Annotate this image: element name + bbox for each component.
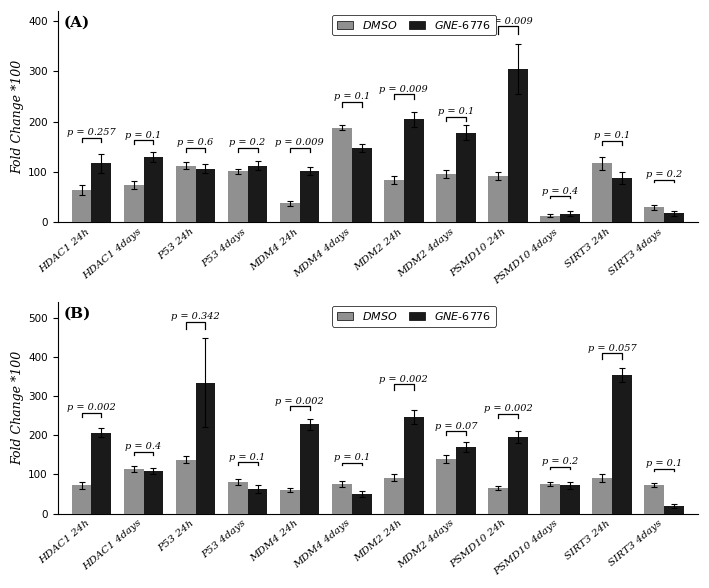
Text: p = 0.1: p = 0.1	[594, 131, 630, 141]
Bar	[540, 484, 560, 513]
Bar	[91, 433, 111, 513]
Bar	[592, 479, 612, 513]
Bar	[488, 176, 508, 222]
Text: p = 0.002: p = 0.002	[275, 396, 324, 406]
Bar	[404, 119, 423, 222]
Text: p = 0.4: p = 0.4	[125, 442, 162, 452]
Text: p = 0.009: p = 0.009	[484, 16, 532, 26]
Bar	[436, 459, 456, 513]
Bar	[560, 485, 580, 513]
Text: p = 0.009: p = 0.009	[275, 138, 324, 148]
Bar	[228, 171, 247, 222]
Text: p = 0.4: p = 0.4	[542, 186, 578, 196]
Text: p = 0.6: p = 0.6	[177, 138, 213, 148]
Bar	[91, 163, 111, 222]
Bar	[72, 190, 91, 222]
Text: p = 0.2: p = 0.2	[542, 457, 578, 466]
Text: p = 0.009: p = 0.009	[379, 85, 428, 93]
Bar	[332, 128, 352, 222]
Text: (A): (A)	[64, 15, 90, 29]
Text: p = 0.1: p = 0.1	[437, 107, 474, 116]
Bar	[247, 489, 267, 513]
Bar	[612, 375, 632, 513]
Bar	[664, 213, 684, 222]
Legend: $\it{DMSO}$, $\it{GNE}$-$\it{6776}$: $\it{DMSO}$, $\it{GNE}$-$\it{6776}$	[332, 306, 496, 327]
Text: p = 0.2: p = 0.2	[646, 170, 682, 179]
Text: p = 0.07: p = 0.07	[435, 422, 477, 431]
Bar	[540, 216, 560, 222]
Bar	[644, 485, 664, 513]
Bar	[508, 69, 527, 222]
Bar	[196, 383, 216, 513]
Text: p = 0.257: p = 0.257	[67, 128, 116, 138]
Text: p = 0.342: p = 0.342	[171, 312, 220, 322]
Text: p = 0.1: p = 0.1	[334, 92, 370, 101]
Bar	[592, 163, 612, 222]
Bar	[72, 485, 91, 513]
Legend: $\it{DMSO}$, $\it{GNE}$-$\it{6776}$: $\it{DMSO}$, $\it{GNE}$-$\it{6776}$	[332, 15, 496, 35]
Y-axis label: Fold Change *100: Fold Change *100	[11, 351, 24, 465]
Text: p = 0.2: p = 0.2	[230, 138, 266, 148]
Bar	[384, 477, 404, 513]
Bar	[488, 488, 508, 513]
Text: (B): (B)	[64, 306, 91, 320]
Text: p = 0.1: p = 0.1	[646, 459, 682, 468]
Bar	[124, 469, 143, 513]
Bar	[456, 447, 476, 513]
Bar	[384, 179, 404, 222]
Bar	[196, 169, 216, 222]
Text: p = 0.1: p = 0.1	[230, 453, 266, 462]
Bar	[124, 185, 143, 222]
Bar	[228, 482, 247, 513]
Text: p = 0.002: p = 0.002	[67, 403, 116, 412]
Bar	[404, 416, 423, 513]
Bar	[300, 171, 320, 222]
Bar	[332, 484, 352, 513]
Bar	[143, 472, 163, 513]
Text: p = 0.1: p = 0.1	[125, 131, 162, 140]
Bar	[612, 178, 632, 222]
Text: p = 0.002: p = 0.002	[484, 405, 532, 413]
Bar	[664, 506, 684, 513]
Bar	[644, 207, 664, 222]
Bar	[143, 157, 163, 222]
Bar	[508, 437, 527, 513]
Bar	[560, 214, 580, 222]
Bar	[300, 425, 320, 513]
Text: p = 0.057: p = 0.057	[588, 344, 637, 353]
Bar	[456, 133, 476, 222]
Text: p = 0.1: p = 0.1	[334, 453, 370, 462]
Bar	[176, 165, 196, 222]
Bar	[436, 174, 456, 222]
Y-axis label: Fold Change *100: Fold Change *100	[11, 59, 24, 174]
Bar	[280, 490, 300, 513]
Bar	[247, 165, 267, 222]
Bar	[176, 460, 196, 513]
Bar	[280, 203, 300, 222]
Bar	[352, 494, 372, 513]
Bar	[352, 148, 372, 222]
Text: p = 0.002: p = 0.002	[379, 375, 428, 384]
